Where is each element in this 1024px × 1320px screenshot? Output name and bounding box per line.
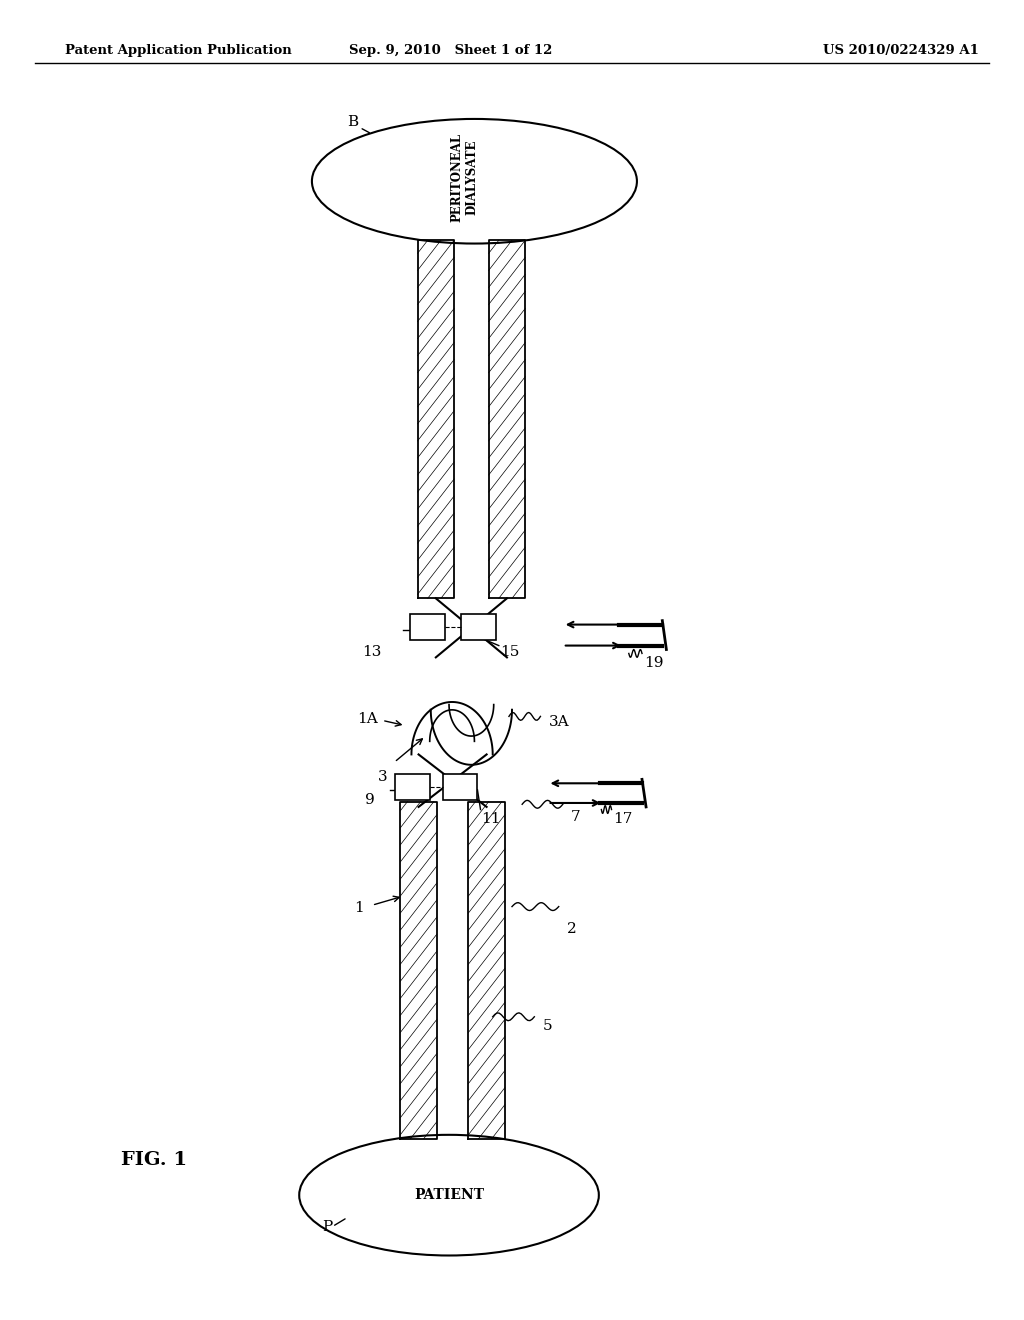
Bar: [443, 774, 477, 800]
Text: FIG. 1: FIG. 1: [121, 1151, 187, 1170]
Text: 7: 7: [571, 810, 581, 824]
Text: 3: 3: [378, 770, 387, 784]
Text: 1: 1: [354, 900, 365, 915]
Bar: [468, 801, 505, 1139]
Text: 19: 19: [644, 656, 664, 669]
Text: 9: 9: [365, 793, 375, 808]
Bar: [461, 614, 496, 640]
Text: Sep. 9, 2010   Sheet 1 of 12: Sep. 9, 2010 Sheet 1 of 12: [349, 44, 553, 57]
Text: 1A: 1A: [357, 711, 379, 726]
Text: Patent Application Publication: Patent Application Publication: [66, 44, 292, 57]
Text: 2: 2: [567, 921, 577, 936]
Text: 13: 13: [361, 645, 381, 659]
Bar: [488, 240, 525, 598]
Bar: [418, 240, 454, 598]
Text: 3A: 3A: [549, 714, 569, 729]
Text: US 2010/0224329 A1: US 2010/0224329 A1: [823, 44, 979, 57]
Bar: [411, 614, 445, 640]
Text: P: P: [323, 1220, 333, 1234]
Text: 17: 17: [613, 812, 633, 825]
Text: PATIENT: PATIENT: [414, 1188, 484, 1203]
Text: 15: 15: [500, 645, 519, 659]
Text: 11: 11: [481, 812, 501, 825]
Bar: [400, 801, 437, 1139]
Text: B: B: [347, 115, 358, 129]
Text: PERITONEAL
DIALYSATE: PERITONEAL DIALYSATE: [451, 133, 478, 222]
Bar: [395, 774, 430, 800]
Text: 5: 5: [543, 1019, 552, 1032]
